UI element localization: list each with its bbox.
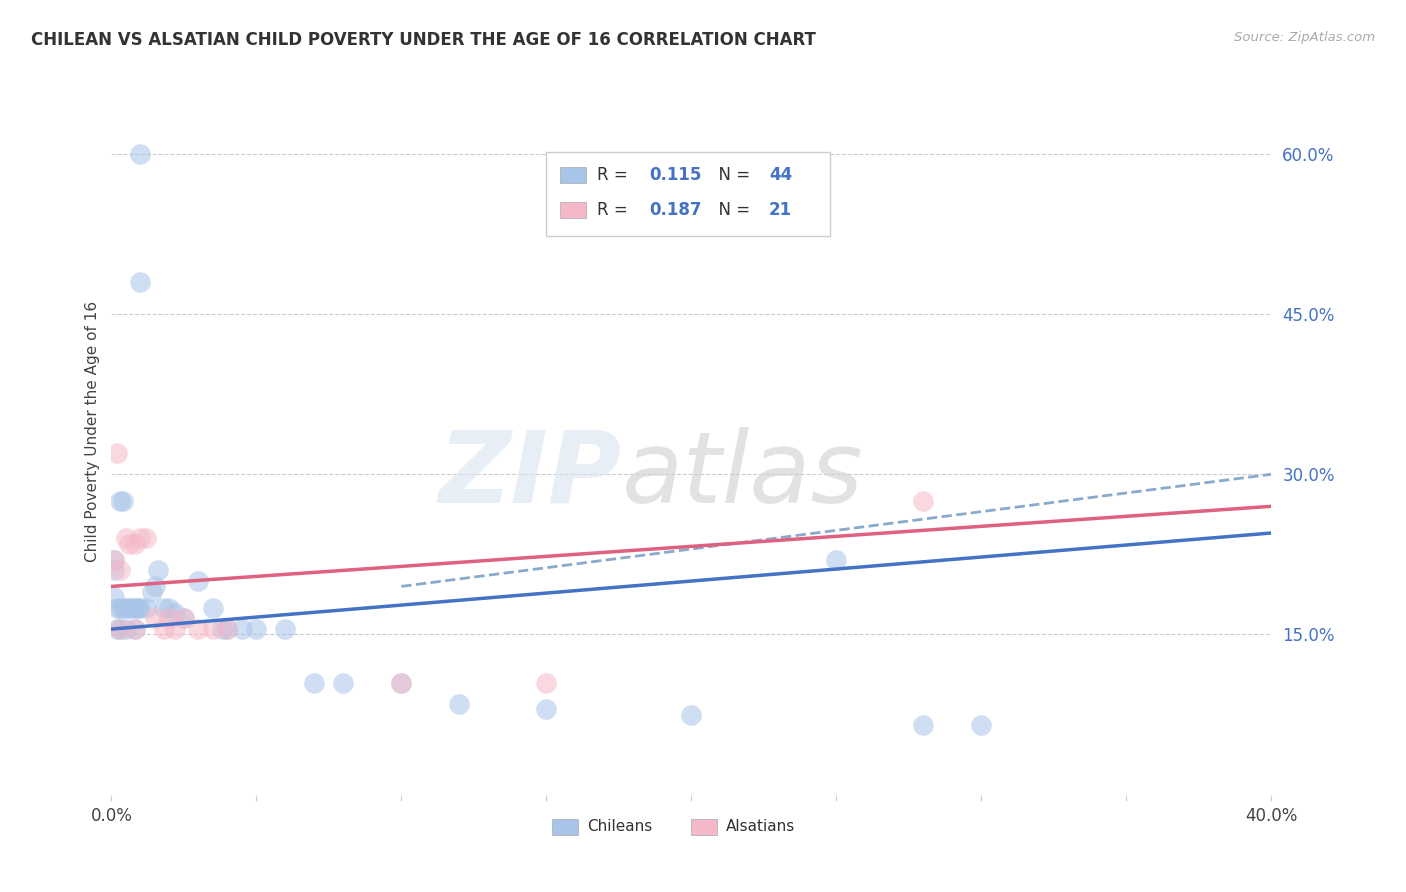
Point — [127, 600, 149, 615]
Bar — [547, 152, 831, 235]
Bar — [560, 202, 586, 219]
Point — [217, 622, 239, 636]
Point — [536, 702, 558, 716]
Point — [912, 494, 935, 508]
Point — [115, 532, 138, 546]
Point — [245, 622, 267, 636]
Point — [111, 494, 134, 508]
Point — [105, 622, 128, 636]
Point — [129, 147, 152, 161]
Text: 0.187: 0.187 — [650, 201, 702, 219]
Point — [129, 532, 152, 546]
Point — [124, 622, 146, 636]
Point — [129, 600, 152, 615]
Point — [118, 600, 141, 615]
Point — [103, 563, 125, 577]
Point — [332, 675, 354, 690]
Y-axis label: Child Poverty Under the Age of 16: Child Poverty Under the Age of 16 — [86, 301, 100, 562]
Point — [201, 622, 224, 636]
Point — [152, 600, 174, 615]
Point — [187, 574, 209, 588]
Text: CHILEAN VS ALSATIAN CHILD POVERTY UNDER THE AGE OF 16 CORRELATION CHART: CHILEAN VS ALSATIAN CHILD POVERTY UNDER … — [31, 31, 815, 49]
Point — [143, 611, 166, 625]
Point — [165, 622, 187, 636]
Point — [103, 552, 125, 566]
Text: 21: 21 — [769, 201, 792, 219]
Point — [141, 584, 163, 599]
Bar — [560, 168, 586, 183]
Point — [201, 600, 224, 615]
Point — [135, 532, 157, 546]
Point — [912, 718, 935, 732]
Point — [217, 622, 239, 636]
Point — [157, 611, 180, 625]
Point — [103, 590, 125, 604]
Point — [118, 537, 141, 551]
Text: Chileans: Chileans — [586, 819, 652, 834]
Point — [165, 606, 187, 620]
Point — [970, 718, 993, 732]
Text: Source: ZipAtlas.com: Source: ZipAtlas.com — [1234, 31, 1375, 45]
Bar — [692, 819, 717, 835]
Text: 44: 44 — [769, 166, 792, 185]
Point — [111, 600, 134, 615]
Point — [115, 600, 138, 615]
Point — [211, 622, 233, 636]
Text: R =: R = — [598, 201, 633, 219]
Point — [187, 622, 209, 636]
Point — [135, 600, 157, 615]
Point — [124, 600, 146, 615]
Point — [449, 697, 471, 711]
Point — [108, 622, 131, 636]
Text: ZIP: ZIP — [439, 426, 621, 524]
Point — [157, 600, 180, 615]
Point — [173, 611, 195, 625]
Point — [681, 707, 703, 722]
Point — [389, 675, 412, 690]
Point — [124, 537, 146, 551]
Point — [304, 675, 326, 690]
Text: atlas: atlas — [621, 426, 863, 524]
Point — [152, 622, 174, 636]
Point — [108, 622, 131, 636]
Text: R =: R = — [598, 166, 633, 185]
Point — [121, 600, 143, 615]
Text: N =: N = — [707, 201, 755, 219]
Point — [825, 552, 848, 566]
Text: N =: N = — [707, 166, 755, 185]
Point — [108, 494, 131, 508]
Point — [108, 600, 131, 615]
Point — [143, 579, 166, 593]
Point — [108, 563, 131, 577]
Point — [146, 563, 169, 577]
Point — [389, 675, 412, 690]
Point — [536, 675, 558, 690]
Bar — [553, 819, 578, 835]
Point — [103, 552, 125, 566]
Point — [274, 622, 297, 636]
Point — [105, 600, 128, 615]
Point — [129, 275, 152, 289]
Text: 0.115: 0.115 — [650, 166, 702, 185]
Text: Alsatians: Alsatians — [725, 819, 796, 834]
Point — [115, 622, 138, 636]
Point — [124, 622, 146, 636]
Point — [231, 622, 253, 636]
Point — [173, 611, 195, 625]
Point — [105, 446, 128, 460]
